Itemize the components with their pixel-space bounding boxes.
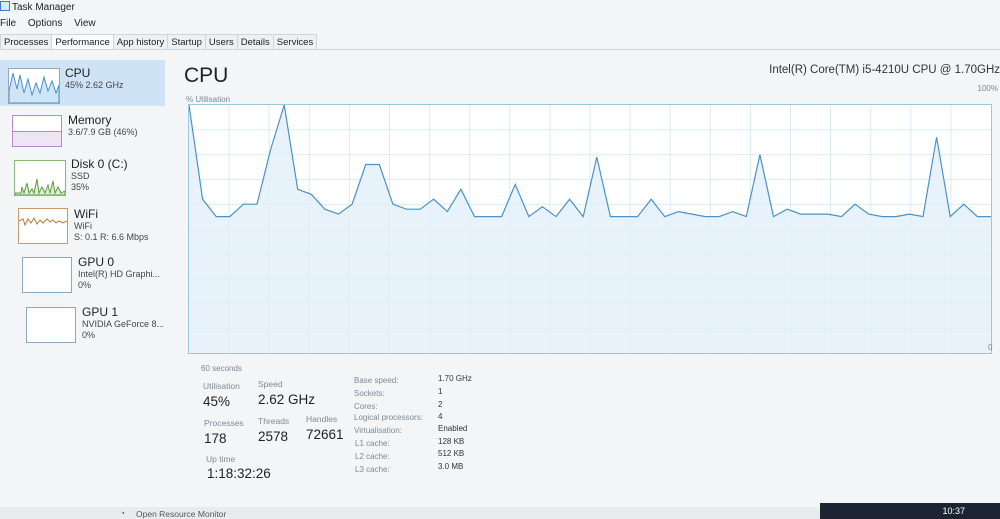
cpu-usage-area	[189, 105, 991, 353]
detail-label-l3-cache: L3 cache:	[355, 465, 390, 474]
detail-label-cores: Cores:	[354, 402, 378, 411]
handles-value: 72661	[306, 427, 344, 442]
menu-view[interactable]: View	[74, 18, 96, 29]
memory-thumbnail-fill	[13, 131, 61, 146]
disk-thumbnail	[14, 160, 66, 196]
menu-options[interactable]: Options	[27, 18, 63, 29]
sidebar-item-cpu[interactable]: CPU 45% 2.62 GHz	[0, 60, 165, 106]
taskbar-clock: 10:37	[942, 506, 965, 516]
graph-max-label: 100%	[977, 84, 998, 93]
handles-label: Handles	[306, 414, 338, 424]
sidebar-item-disk[interactable]: Disk 0 (C:) SSD 35%	[0, 156, 165, 202]
tab-strip: Processes Performance App history Startu…	[0, 34, 318, 49]
cpu-thumbnail	[8, 68, 60, 104]
sidebar-disk-type: SSD	[71, 171, 90, 181]
detail-label-base-speed: Base speed:	[354, 376, 399, 385]
taskbar: 10:37	[820, 503, 1000, 519]
threads-label: Threads	[258, 416, 290, 426]
menu-file[interactable]: File	[0, 18, 17, 29]
resource-sidebar: CPU 45% 2.62 GHz Memory 3.6/7.9 GB (46%)…	[0, 56, 165, 356]
processes-label: Processes	[204, 418, 244, 428]
detail-value-l1-cache: 128 KB	[438, 437, 465, 446]
speed-label: Speed	[258, 379, 283, 389]
open-resource-monitor-link[interactable]: Open Resource Monitor	[136, 509, 227, 519]
speed-value: 2.62 GHz	[258, 392, 316, 407]
detail-value-cores: 2	[438, 400, 443, 409]
title-bar: Task Manager	[0, 0, 1000, 16]
wifi-thumbnail	[18, 208, 68, 244]
tab-details[interactable]: Details	[236, 34, 274, 49]
sidebar-disk-title: Disk 0 (C:)	[71, 157, 128, 171]
tab-app-history[interactable]: App history	[112, 34, 169, 49]
menu-bar: File Options View	[0, 16, 105, 32]
tab-users[interactable]: Users	[204, 34, 238, 49]
memory-thumbnail	[12, 115, 62, 147]
tab-services[interactable]: Services	[272, 34, 318, 49]
footer-bar: ◔ Open Resource Monitor	[0, 507, 1000, 519]
sidebar-gpu0-usage: 0%	[78, 280, 92, 290]
cpu-usage-line	[188, 104, 991, 218]
sidebar-wifi-throughput: S: 0.1 R: 6.6 Mbps	[74, 232, 149, 242]
tab-startup[interactable]: Startup	[167, 34, 206, 49]
wifi-thumbnail-sparkline	[18, 216, 68, 227]
detail-label-l2-cache: L2 cache:	[355, 452, 390, 461]
graph-min-label: 0	[988, 343, 993, 352]
detail-value-logical-processors: 4	[438, 412, 443, 421]
sidebar-memory-title: Memory	[68, 113, 112, 127]
processes-value: 178	[204, 431, 227, 446]
detail-value-l3-cache: 3.0 MB	[438, 462, 464, 471]
detail-label-virtualisation: Virtualisation:	[354, 426, 402, 435]
tab-performance[interactable]: Performance	[51, 34, 114, 49]
detail-label-logical-processors: Logical processors:	[354, 413, 423, 422]
utilisation-value: 45%	[203, 394, 231, 409]
tab-divider	[0, 49, 1000, 50]
detail-value-base-speed: 1.70 GHz	[438, 374, 472, 383]
task-manager-icon	[0, 1, 10, 11]
detail-value-virtualisation: Enabled	[438, 424, 468, 433]
sidebar-gpu1-title: GPU 1	[82, 305, 119, 319]
page-title: CPU	[184, 64, 229, 87]
resource-monitor-icon: ◔	[120, 508, 126, 518]
sidebar-item-wifi[interactable]: WiFi WiFi S: 0.1 R: 6.6 Mbps	[0, 205, 165, 251]
sidebar-cpu-usage: 45% 2.62 GHz	[65, 80, 124, 90]
detail-value-sockets: 1	[438, 387, 443, 396]
cpu-thumbnail-sparkline	[8, 72, 60, 104]
detail-label-l1-cache: L1 cache:	[355, 439, 390, 448]
sidebar-gpu1-name: NVIDIA GeForce 8...	[82, 319, 165, 329]
sidebar-item-gpu0[interactable]: GPU 0 Intel(R) HD Graphi... 0%	[0, 254, 165, 300]
sidebar-gpu1-usage: 0%	[82, 330, 96, 340]
tab-processes[interactable]: Processes	[0, 34, 53, 49]
sidebar-gpu0-name: Intel(R) HD Graphi...	[78, 269, 161, 279]
sidebar-gpu0-title: GPU 0	[78, 255, 115, 269]
graph-y-label: % Utilisation	[186, 95, 231, 104]
gpu1-thumbnail	[26, 307, 76, 343]
sidebar-wifi-adapter: WiFi	[74, 221, 92, 231]
detail-value-l2-cache: 512 KB	[438, 449, 465, 458]
sidebar-wifi-title: WiFi	[74, 207, 98, 221]
sidebar-item-gpu1[interactable]: GPU 1 NVIDIA GeForce 8... 0%	[0, 304, 165, 350]
utilisation-label: Utilisation	[203, 381, 240, 391]
cpu-utilisation-svg	[188, 104, 991, 353]
sidebar-disk-usage: 35%	[71, 182, 90, 192]
sidebar-memory-usage: 3.6/7.9 GB (46%)	[68, 127, 138, 137]
sidebar-item-memory[interactable]: Memory 3.6/7.9 GB (46%)	[0, 111, 165, 157]
window-title: Task Manager	[12, 2, 75, 13]
disk-thumbnail-sparkline	[14, 178, 66, 196]
cpu-utilisation-graph	[188, 104, 992, 354]
graph-time-label: 60 seconds	[201, 364, 242, 373]
detail-label-sockets: Sockets:	[354, 389, 385, 398]
threads-value: 2578	[258, 429, 289, 444]
uptime-label: Up time	[206, 454, 236, 464]
uptime-value: 1:18:32:26	[207, 466, 271, 481]
sidebar-cpu-title: CPU	[65, 66, 91, 80]
cpu-model-name: Intel(R) Core(TM) i5-4210U CPU @ 1.70GHz	[769, 64, 1000, 76]
gpu0-thumbnail	[22, 257, 72, 293]
